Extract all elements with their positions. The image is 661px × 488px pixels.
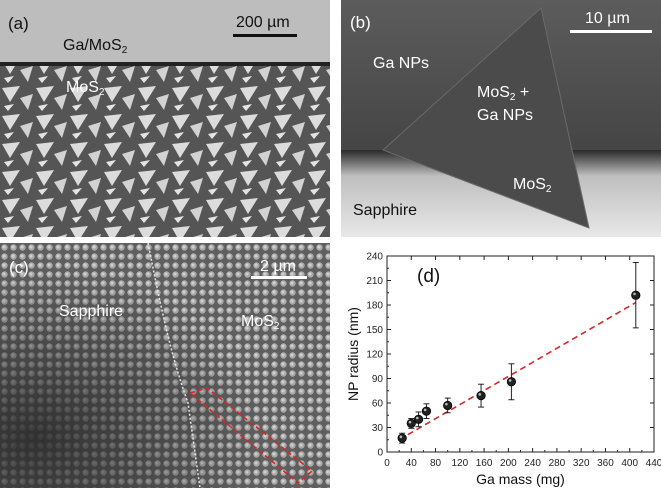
x-tick-label: 160	[476, 458, 493, 469]
panel-a-scale-bar	[233, 34, 297, 37]
y-tick-label: 0	[377, 448, 383, 459]
panel-c-scale-bar	[251, 276, 307, 279]
y-tick-label: 120	[366, 350, 383, 361]
x-tick-label: 0	[384, 458, 390, 469]
data-point-highlight	[408, 420, 412, 424]
x-tick-label: 320	[573, 458, 590, 469]
x-tick-label: 360	[597, 458, 614, 469]
panel-d-chart: 0 40 80 120 160 200 240 280 320 360 400 440 0 30 60 90 1…	[341, 243, 661, 488]
x-tick-label: 400	[621, 458, 638, 469]
panel-a-top-label: Ga/MoS2	[63, 37, 128, 56]
panel-b-sapphire-label: Sapphire	[353, 202, 418, 219]
data-point-highlight	[399, 435, 403, 439]
x-tick-label: 120	[451, 458, 468, 469]
panel-c-sem-image: (c) 2 µm Sapphire MoS2	[0, 243, 330, 488]
panel-b-tag: (b)	[350, 13, 371, 32]
data-point-highlight	[633, 292, 636, 296]
x-tick-label: 200	[500, 458, 517, 469]
panel-a-sem-image: (a) 200 µm Ga/MoS2 MoS2	[0, 0, 330, 237]
y-tick-label: 150	[366, 325, 383, 336]
y-tick-label: 210	[366, 276, 383, 287]
panel-a-bottom-label: MoS2	[66, 79, 105, 98]
panel-d-tag: (d)	[417, 266, 440, 287]
chart-svg: 0 40 80 120 160 200 240 280 320 360 400 440 0 30 60 90 1…	[345, 252, 661, 488]
panel-b-scale-bar	[570, 30, 652, 33]
panel-c-sapphire-label: Sapphire	[59, 303, 124, 320]
panel-b-mix-label-line2: Ga NPs	[477, 107, 534, 124]
fit-line	[398, 301, 637, 441]
data-point	[413, 414, 424, 424]
panel-a-image	[0, 0, 330, 237]
data-point-highlight	[415, 416, 419, 420]
x-axis-label: Ga mass (mg)	[476, 471, 565, 487]
panel-b-sem-image: (b) 10 µm Ga NPs MoS2 + Ga NPs MoS2 Sapp…	[341, 0, 661, 237]
y-tick-label: 240	[366, 252, 383, 263]
x-tick-label: 80	[430, 458, 442, 469]
data-point-highlight	[508, 379, 512, 382]
data-point	[443, 400, 453, 411]
y-tick-label: 60	[372, 399, 384, 410]
y-axis-label: NP radius (nm)	[345, 307, 361, 401]
panel-c-mos2-label: MoS2	[241, 313, 280, 332]
data-point-highlight	[478, 393, 482, 396]
panel-a-tag: (a)	[8, 14, 29, 33]
data-point	[421, 406, 432, 416]
data-point-highlight	[445, 402, 448, 406]
panel-c-scale-label: 2 µm	[260, 258, 296, 275]
data-point	[476, 391, 486, 401]
y-tick-label: 180	[366, 301, 383, 312]
y-tick-label: 30	[372, 423, 384, 434]
data-point	[506, 377, 516, 387]
data-point	[631, 290, 641, 300]
panel-b-scale-label: 10 µm	[585, 10, 630, 27]
panel-a-scale-label: 200 µm	[236, 14, 290, 31]
panel-b-image	[341, 0, 661, 237]
x-tick-label: 440	[646, 458, 661, 469]
panel-c-tag: (c)	[9, 258, 29, 277]
panel-b-mix-label-line1: MoS2 +	[477, 84, 530, 103]
panel-c-image	[0, 243, 330, 488]
x-tick-label: 240	[524, 458, 541, 469]
x-tick-label: 40	[406, 458, 418, 469]
panel-b-ga-nps-label: Ga NPs	[373, 55, 430, 72]
y-tick-label: 90	[372, 374, 384, 385]
data-point	[397, 433, 407, 443]
x-tick-label: 280	[549, 458, 566, 469]
panel-b-mos2-label: MoS2	[513, 176, 552, 195]
data-point-highlight	[423, 408, 427, 412]
